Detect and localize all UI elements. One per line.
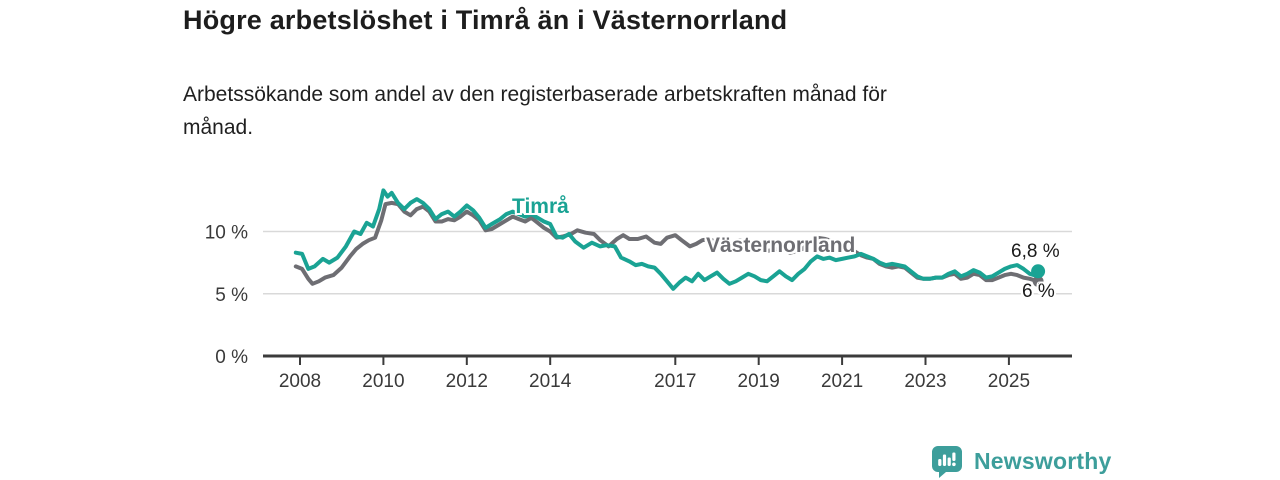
end-value-label-vasternorrland: 6 % bbox=[1022, 281, 1055, 302]
svg-text:2010: 2010 bbox=[362, 371, 404, 392]
end-value-label-timra: 6,8 % bbox=[1011, 241, 1060, 262]
page-title: Högre arbetslöshet i Timrå än i Västerno… bbox=[183, 5, 788, 35]
svg-text:5 %: 5 % bbox=[215, 285, 248, 306]
svg-text:2021: 2021 bbox=[821, 371, 863, 392]
chart-subtitle: Arbetssökande som andel av den registerb… bbox=[183, 79, 887, 144]
svg-text:10 %: 10 % bbox=[205, 223, 248, 244]
svg-text:2008: 2008 bbox=[279, 371, 321, 392]
chart-subtitle-line1: Arbetssökande som andel av den registerb… bbox=[183, 83, 887, 106]
svg-text:0 %: 0 % bbox=[215, 347, 248, 368]
series-label-timra: Timrå bbox=[512, 195, 569, 218]
svg-text:2012: 2012 bbox=[446, 371, 488, 392]
svg-text:2014: 2014 bbox=[529, 371, 572, 392]
newsworthy-logo: Newsworthy bbox=[930, 444, 1111, 478]
newsworthy-brand-text: Newsworthy bbox=[974, 447, 1112, 474]
svg-text:2025: 2025 bbox=[988, 371, 1030, 392]
chart-subtitle-line2: månad. bbox=[183, 115, 254, 139]
newsworthy-bubble-chart-icon bbox=[932, 446, 962, 478]
svg-text:2019: 2019 bbox=[738, 371, 780, 392]
svg-text:2017: 2017 bbox=[654, 371, 696, 392]
svg-text:2023: 2023 bbox=[904, 371, 946, 392]
series-label-vasternorrland: Västernorrland bbox=[706, 234, 856, 257]
